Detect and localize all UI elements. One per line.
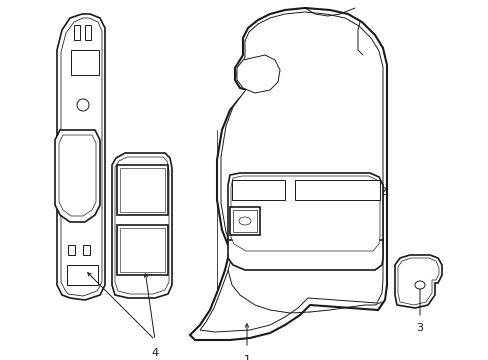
Polygon shape bbox=[71, 50, 99, 75]
Polygon shape bbox=[67, 265, 98, 285]
Polygon shape bbox=[227, 173, 382, 255]
Polygon shape bbox=[74, 25, 80, 40]
Text: 3: 3 bbox=[416, 323, 423, 333]
Circle shape bbox=[77, 99, 89, 111]
Polygon shape bbox=[200, 12, 382, 332]
Polygon shape bbox=[229, 207, 260, 235]
Polygon shape bbox=[230, 176, 379, 251]
Polygon shape bbox=[57, 14, 105, 300]
Polygon shape bbox=[112, 153, 172, 298]
Polygon shape bbox=[232, 210, 257, 232]
Ellipse shape bbox=[239, 217, 250, 225]
Ellipse shape bbox=[414, 281, 424, 289]
Text: 2: 2 bbox=[378, 187, 386, 197]
Text: 4: 4 bbox=[151, 348, 158, 358]
Text: 1: 1 bbox=[243, 355, 250, 360]
Polygon shape bbox=[294, 180, 379, 200]
Polygon shape bbox=[394, 255, 441, 308]
Polygon shape bbox=[237, 55, 280, 93]
Polygon shape bbox=[115, 157, 169, 294]
Polygon shape bbox=[227, 240, 382, 270]
Polygon shape bbox=[231, 180, 285, 200]
Polygon shape bbox=[120, 168, 164, 212]
Polygon shape bbox=[59, 135, 96, 216]
Polygon shape bbox=[120, 228, 164, 272]
Polygon shape bbox=[83, 245, 90, 255]
Polygon shape bbox=[397, 258, 438, 305]
Polygon shape bbox=[85, 25, 91, 40]
Polygon shape bbox=[190, 8, 386, 340]
Polygon shape bbox=[117, 165, 168, 215]
Polygon shape bbox=[61, 18, 102, 296]
Polygon shape bbox=[68, 245, 75, 255]
Polygon shape bbox=[55, 130, 100, 222]
Polygon shape bbox=[117, 225, 168, 275]
